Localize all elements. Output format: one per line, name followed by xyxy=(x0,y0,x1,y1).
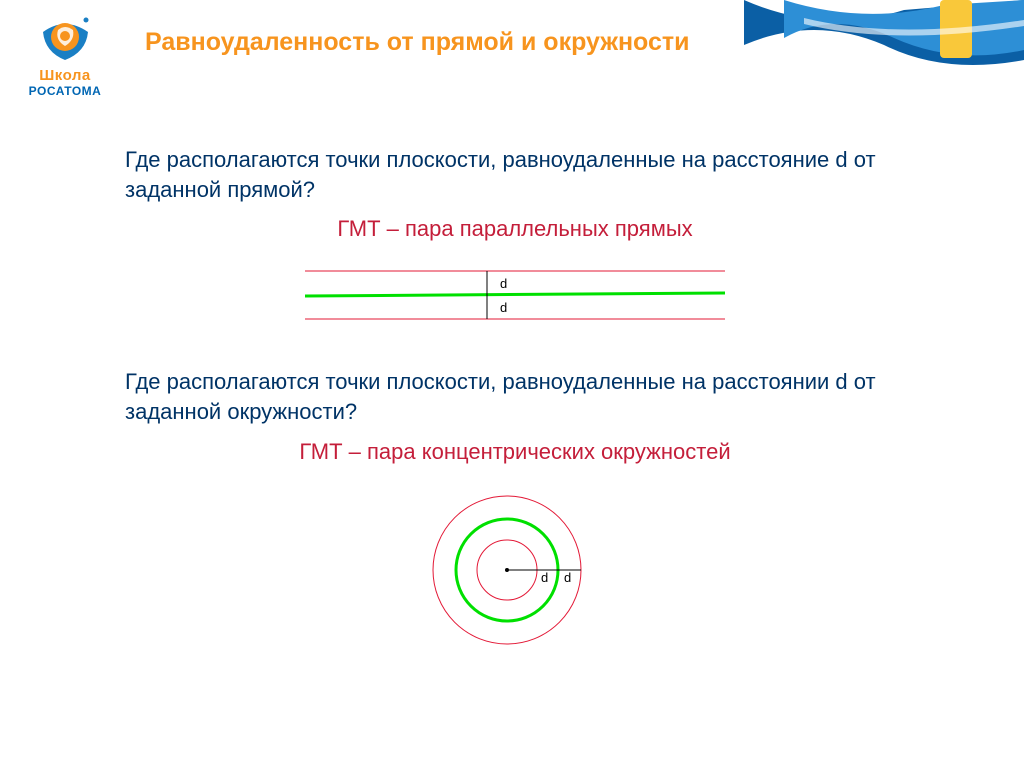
svg-text:d: d xyxy=(564,570,571,585)
svg-text:d: d xyxy=(541,570,548,585)
question-1: Где располагаются точки плоскости, равно… xyxy=(125,145,905,204)
content-area: Где располагаются точки плоскости, равно… xyxy=(125,145,905,660)
answer-2: ГМТ – пара концентрических окружностей xyxy=(125,439,905,465)
svg-text:d: d xyxy=(500,276,507,291)
diagram-concentric-circles: d d xyxy=(400,480,630,660)
logo-text-line2: РОСАТОМА xyxy=(10,84,120,98)
logo: Школа РОСАТОМА xyxy=(10,10,120,98)
answer-1: ГМТ – пара параллельных прямых xyxy=(125,216,905,242)
page-title: Равноудаленность от прямой и окружности xyxy=(145,28,690,57)
svg-text:d: d xyxy=(500,300,507,315)
logo-text-line1: Школа xyxy=(10,67,120,84)
header-decoration xyxy=(744,0,1024,90)
question-2: Где располагаются точки плоскости, равно… xyxy=(125,367,905,426)
logo-icon xyxy=(38,10,93,65)
diagram-parallel-lines: d d xyxy=(305,257,725,332)
